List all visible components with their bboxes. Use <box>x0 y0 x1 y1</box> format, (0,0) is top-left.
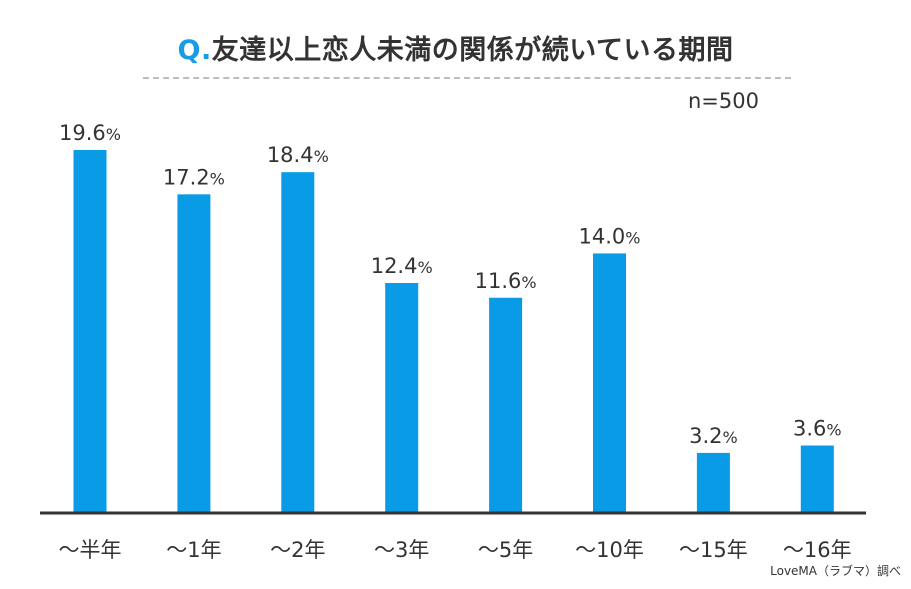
chart-title: Q.友達以上恋人未満の関係が続いている期間 <box>0 28 911 67</box>
title-text: 友達以上恋人未満の関係が続いている期間 <box>211 35 734 66</box>
title-q-prefix: Q. <box>177 35 212 66</box>
source-credit: LoveMA（ラブマ）調べ <box>770 564 901 578</box>
bar-5 <box>593 253 626 512</box>
title-divider <box>143 77 791 79</box>
category-label-4: ～5年 <box>478 538 533 562</box>
bar-2 <box>281 172 315 512</box>
category-label-1: ～1年 <box>166 538 221 562</box>
data-label-4: 11.6% <box>475 269 537 293</box>
bar-6 <box>696 452 730 512</box>
bar-7 <box>800 445 834 512</box>
category-label-2: ～2年 <box>270 538 325 562</box>
data-label-0: 19.6% <box>59 121 121 145</box>
category-label-5: ～10年 <box>575 538 644 562</box>
data-label-6: 3.2% <box>689 424 738 448</box>
data-label-7: 3.6% <box>793 417 842 441</box>
data-label-1: 17.2% <box>163 165 225 189</box>
sample-size: n=500 <box>688 89 759 113</box>
data-label-5: 14.0% <box>579 224 641 248</box>
bar-4 <box>489 297 523 512</box>
category-label-3: ～3年 <box>374 538 429 562</box>
bar-0 <box>73 150 107 512</box>
data-label-3: 12.4% <box>371 254 433 278</box>
category-label-6: ～15年 <box>679 538 748 562</box>
category-label-7: ～16年 <box>783 538 852 562</box>
bar-3 <box>385 282 419 512</box>
data-label-2: 18.4% <box>267 143 329 167</box>
bar-1 <box>177 194 211 512</box>
category-label-0: ～半年 <box>59 538 122 562</box>
